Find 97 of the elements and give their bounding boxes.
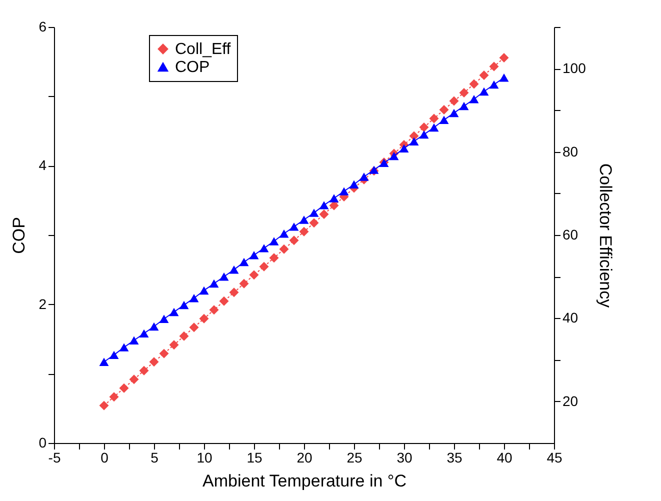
point [489,62,499,72]
x-tick-label: 40 [496,450,512,466]
point [159,348,169,358]
point [149,322,159,331]
point [179,300,189,310]
point [309,208,319,217]
point [439,105,449,115]
point [189,294,199,302]
point [149,357,159,367]
point [289,222,299,231]
point [159,314,169,323]
point [479,70,489,80]
point [329,200,339,210]
y-tick-label: 6 [38,18,47,34]
point [99,400,109,410]
point [459,88,469,98]
x-tick-label: -5 [48,450,61,466]
point [479,87,489,96]
point [319,209,329,219]
point [299,216,309,224]
point [209,305,219,315]
point [169,340,179,350]
x-tick-label: 35 [446,450,462,466]
point [429,114,439,124]
point [219,272,229,281]
point [129,336,139,344]
point [219,296,229,306]
y2-tick-label: 100 [562,60,586,76]
point [259,262,269,272]
point [289,236,299,246]
x-tick-label: 0 [100,450,109,466]
point [419,130,429,139]
point [449,108,459,118]
point [199,314,209,324]
point [469,79,479,89]
point [99,358,109,366]
point [119,383,129,393]
point [389,152,399,160]
x-tick-label: 5 [150,450,159,466]
point [169,308,179,316]
point [139,366,149,376]
x-tick-label: 25 [346,450,362,466]
point [229,266,239,274]
point [449,96,459,106]
y-axis-title: COP [10,217,29,254]
point [279,230,289,238]
y2-tick-label: 80 [562,143,578,160]
point [489,80,499,89]
legend-label: COP [175,59,210,76]
point [459,102,469,110]
point [309,218,319,228]
point [319,201,329,210]
y2-tick-label: 20 [562,392,578,409]
point [429,123,439,132]
point [499,53,509,63]
legend-label: Coll_Eff [175,41,232,58]
point [329,194,339,202]
point [419,122,429,132]
point [299,226,309,236]
point [259,244,269,252]
point [469,95,479,104]
x-tick-label: 30 [396,450,412,466]
point [139,329,149,338]
point [119,343,129,352]
point [399,144,409,152]
point [279,244,289,254]
point [269,253,279,263]
x-tick-label: 15 [246,450,262,466]
point [229,288,239,298]
y2-tick-label: 40 [562,310,578,326]
x-tick-label: 45 [546,450,562,466]
point [339,187,349,196]
y-tick-label: 0 [38,434,47,450]
point [109,350,119,360]
point [249,251,259,260]
point [179,331,189,341]
point [239,278,249,288]
point [129,374,139,384]
point [109,392,119,402]
point [209,279,219,288]
point [499,74,509,82]
point [269,237,279,246]
y-tick-label: 4 [38,157,47,174]
point [409,137,419,146]
point [439,116,449,124]
point [239,258,249,266]
y2-axis-title: Collector Efficiency [596,163,615,308]
y2-tick-label: 60 [562,226,578,242]
point [249,270,259,280]
point [359,172,369,181]
x-axis-title: Ambient Temperature in °C [202,472,406,490]
x-tick-label: 20 [296,450,312,466]
x-tick-label: 10 [196,450,212,466]
point [189,322,199,332]
point [349,180,359,188]
point [199,286,209,295]
y-tick-label: 2 [38,296,47,312]
